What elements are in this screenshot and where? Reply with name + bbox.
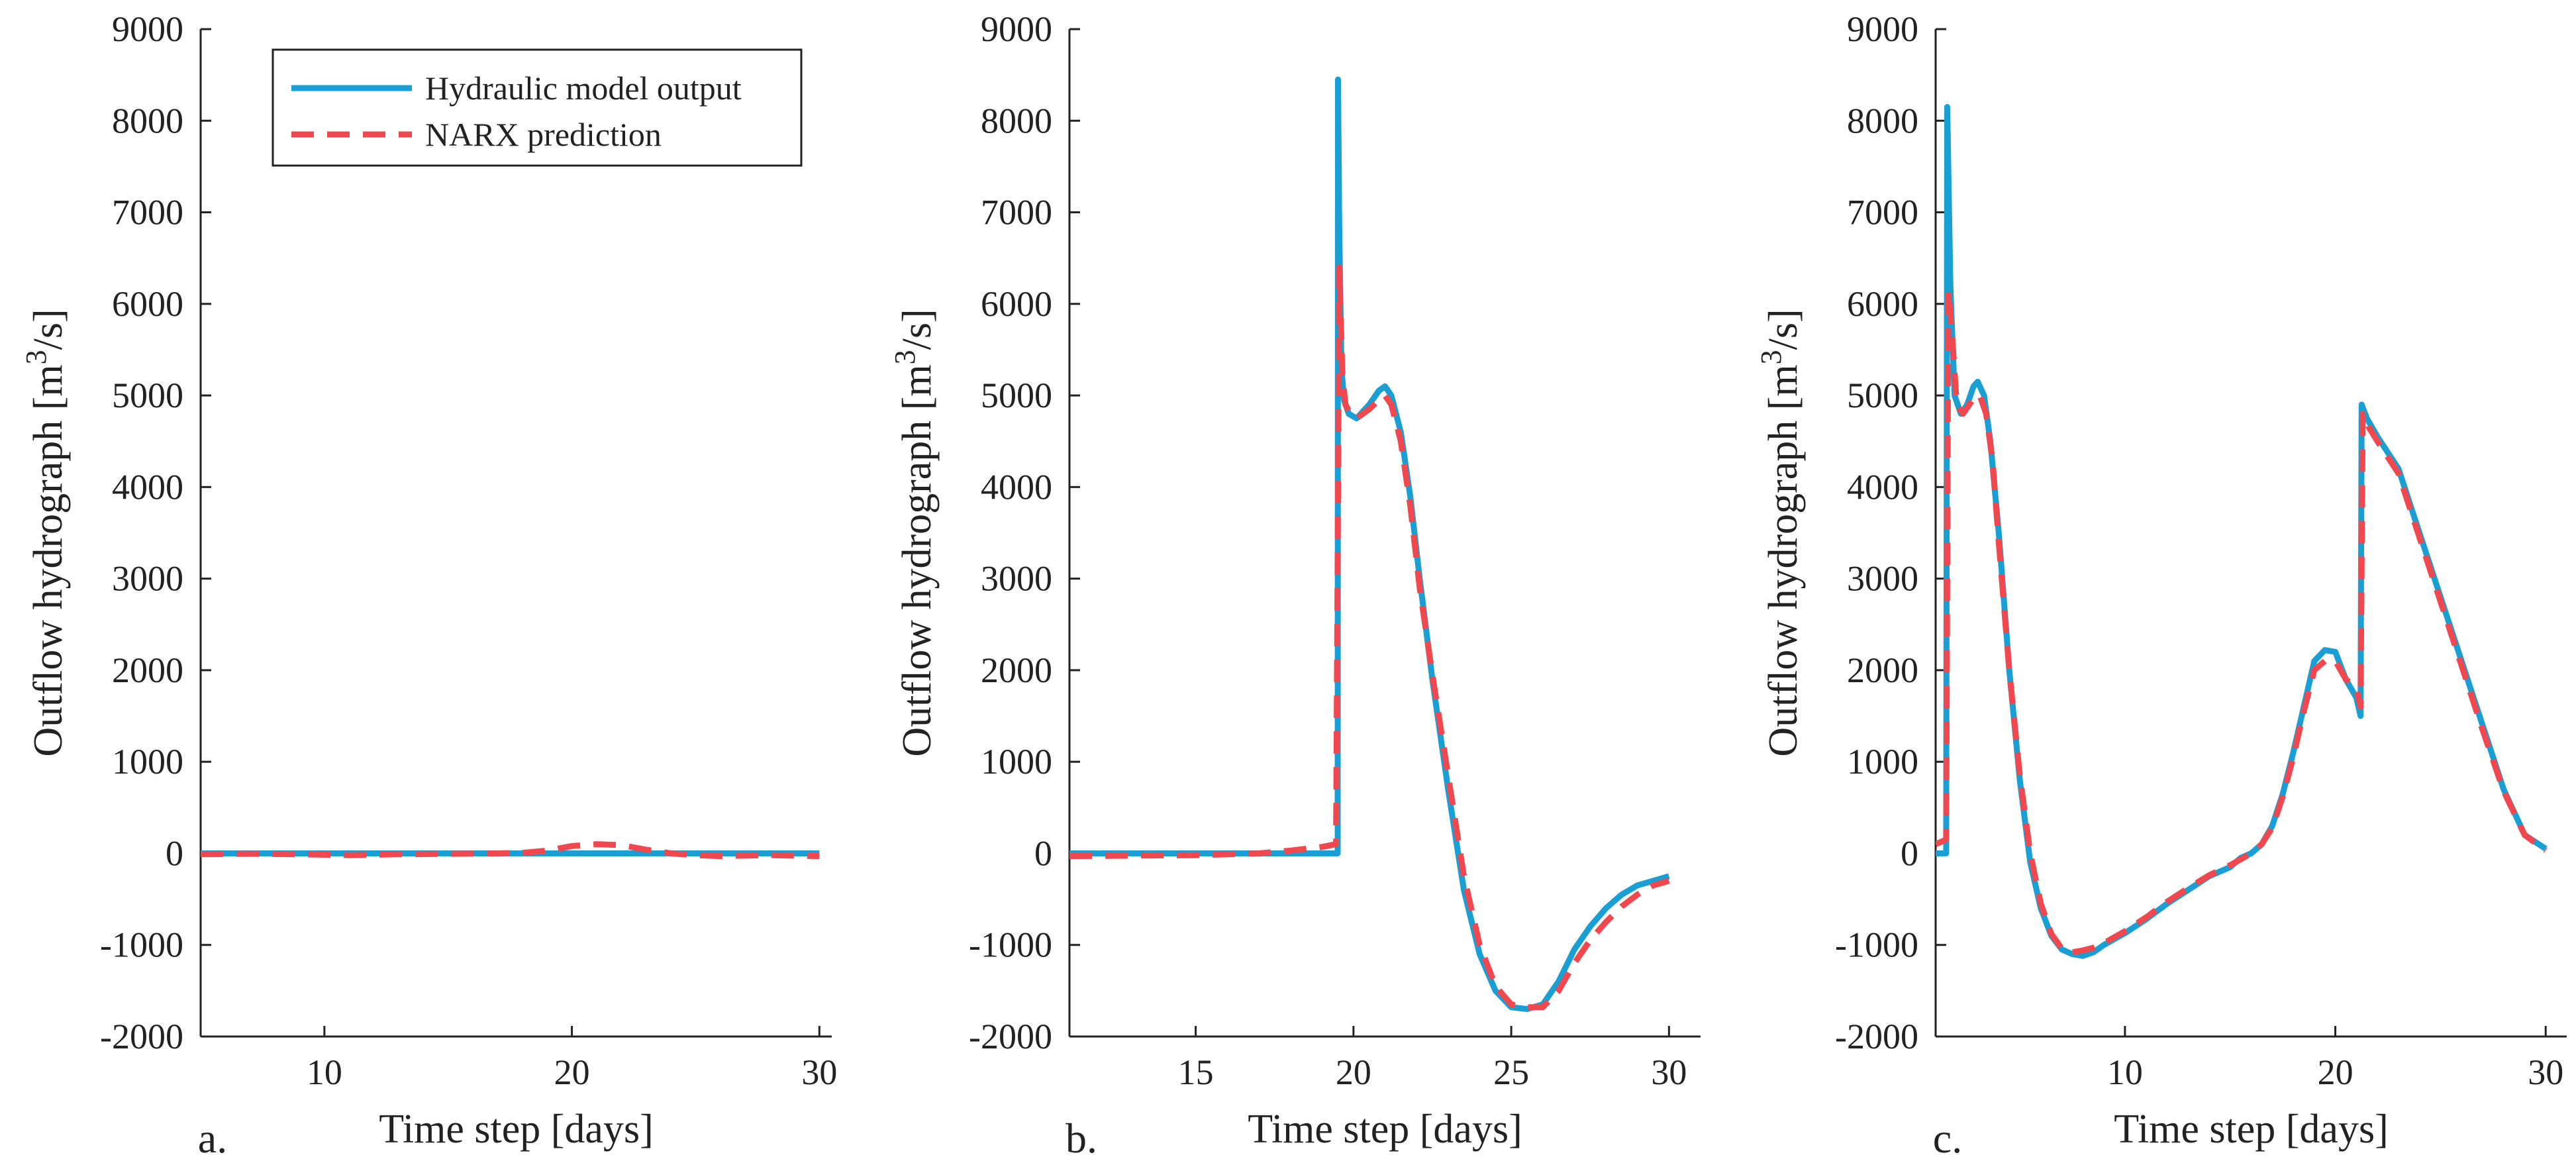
panel-1: -2000 -1000 0 1000 2000 3000 4000 5000 6000 7000 8…: [20, 9, 837, 1162]
x-tick-label: 10: [2107, 1052, 2143, 1092]
y-tick-label: -1000: [969, 925, 1052, 965]
panel-letter: c.: [1933, 1115, 1962, 1162]
y-tick-label: 5000: [1847, 376, 1918, 415]
hydraulic-model-line: [1069, 76, 1670, 1012]
y-tick-label: 1000: [1847, 742, 1918, 782]
legend-box: [272, 48, 803, 167]
y-tick-label: -2000: [1835, 1017, 1918, 1056]
y-tick-label: 0: [1034, 833, 1052, 873]
x-tick-label: 30: [801, 1052, 837, 1092]
y-tick-label: -1000: [100, 925, 183, 965]
y-tick-label: 9000: [1847, 9, 1918, 49]
y-tick-label: 8000: [981, 101, 1052, 140]
legend-label: Hydraulic model output: [425, 70, 742, 107]
y-tick-label: 2000: [981, 650, 1052, 690]
x-tick-label: 25: [1493, 1052, 1529, 1092]
panel-3: -2000 -1000 0 1000 2000 3000 4000 5000 6000 7000 8…: [1755, 9, 2567, 1162]
y-tick-label: 1000: [112, 742, 183, 782]
y-tick-label: 0: [166, 833, 183, 873]
y-tick-label: 4000: [112, 467, 183, 507]
x-tick-label: 30: [1651, 1052, 1687, 1092]
y-tick-label: 8000: [112, 101, 183, 140]
y-tick-label: 9000: [112, 9, 183, 49]
y-tick-label: 5000: [112, 376, 183, 415]
y-tick-label: 2000: [1847, 650, 1918, 690]
x-tick-label: 10: [307, 1052, 342, 1092]
x-tick-label: 15: [1178, 1052, 1214, 1092]
y-tick-label: 6000: [1847, 284, 1918, 324]
x-axis-label: Time step [days]: [1248, 1107, 1522, 1152]
narx-prediction-line: [1936, 287, 2548, 956]
y-tick-label: 7000: [112, 193, 183, 232]
y-tick-label: 6000: [981, 284, 1052, 324]
y-tick-label: -1000: [1835, 925, 1918, 965]
panel-2: -2000 -1000 0 1000 2000 3000 4000 5000 6000 7000 8…: [889, 9, 1701, 1162]
panel-letter: b.: [1065, 1115, 1097, 1162]
narx-prediction-line: [201, 841, 820, 860]
y-axis-label: Outflow hydrograph [m3/s]: [1755, 309, 1806, 756]
y-tick-label: 7000: [1847, 193, 1918, 232]
y-tick-label: 6000: [112, 284, 183, 324]
panel-letter: a.: [198, 1115, 227, 1162]
y-tick-label: 3000: [981, 559, 1052, 599]
y-tick-label: 9000: [981, 9, 1052, 49]
y-tick-label: 3000: [112, 559, 183, 599]
x-tick-label: 20: [554, 1052, 590, 1092]
narx-prediction-line: [1069, 264, 1670, 1011]
y-tick-label: 4000: [981, 467, 1052, 507]
y-tick-label: 1000: [981, 742, 1052, 782]
y-tick-label: -2000: [969, 1017, 1052, 1056]
legend-label: NARX prediction: [425, 116, 662, 153]
y-tick-label: 3000: [1847, 559, 1918, 599]
legend: Hydraulic model output NARX prediction: [272, 48, 803, 167]
x-tick-label: 20: [1336, 1052, 1371, 1092]
y-tick-label: 8000: [1847, 101, 1918, 140]
y-tick-label: 0: [1901, 833, 1918, 873]
y-axis-label: Outflow hydrograph [m3/s]: [20, 309, 71, 756]
x-axis-label: Time step [days]: [379, 1107, 653, 1152]
x-tick-label: 20: [2318, 1052, 2353, 1092]
y-tick-label: 4000: [1847, 467, 1918, 507]
y-tick-label: 2000: [112, 650, 183, 690]
y-tick-label: -2000: [100, 1017, 183, 1056]
x-axis-label: Time step [days]: [2114, 1107, 2388, 1152]
y-tick-label: 5000: [981, 376, 1052, 415]
y-tick-label: 7000: [981, 193, 1052, 232]
y-axis-label: Outflow hydrograph [m3/s]: [889, 309, 940, 756]
x-tick-label: 30: [2528, 1052, 2563, 1092]
